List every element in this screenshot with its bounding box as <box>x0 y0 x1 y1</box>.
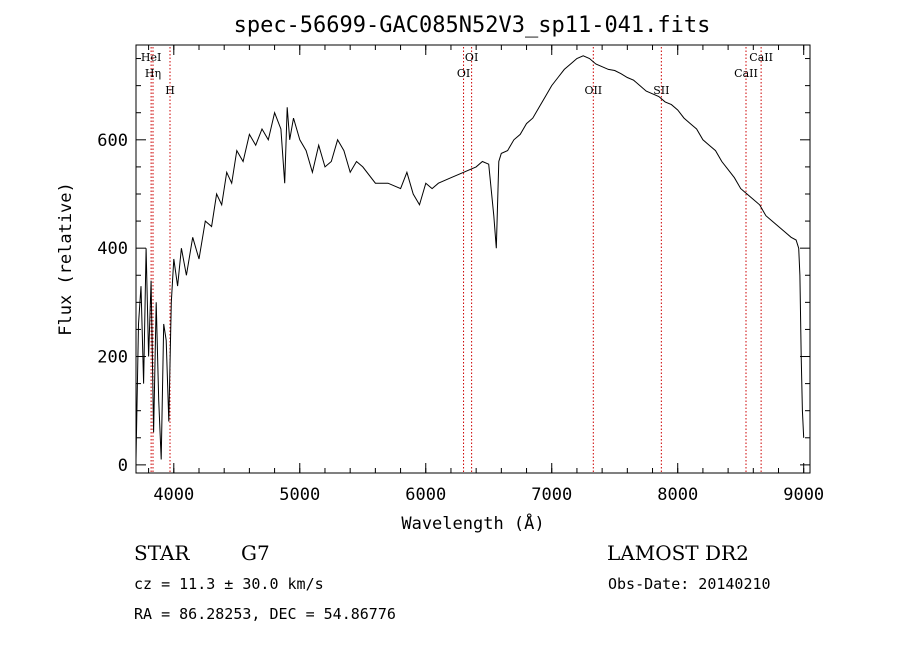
obs-date-info: Obs-Date: 20140210 <box>608 575 771 593</box>
spectral-line-label: OI <box>465 51 478 64</box>
spectral-line-label: CaII <box>749 51 773 64</box>
spectrum-series <box>135 55 805 460</box>
y-tick-label: 600 <box>97 131 128 151</box>
spectral-line-label: HeI <box>141 51 161 64</box>
spectral-line-label: OI <box>457 67 470 80</box>
spectral-line-markers: HeI Hη H OI OI OII SII CaII CaII <box>141 47 773 473</box>
redshift-info: cz = 11.3 ± 30.0 km/s <box>134 575 324 593</box>
y-axis-ticks: 0 200 400 600 <box>97 58 810 476</box>
x-tick-label: 7000 <box>531 485 572 505</box>
spectral-line-label: OII <box>584 84 602 97</box>
spectral-line-label: SII <box>653 84 669 97</box>
y-tick-label: 400 <box>97 239 128 259</box>
y-axis-label: Flux (relative) <box>56 182 76 336</box>
x-tick-label: 9000 <box>783 485 824 505</box>
x-tick-label: 6000 <box>405 485 446 505</box>
object-class: STAR <box>134 541 190 565</box>
spectral-line-label: H <box>165 84 175 97</box>
x-axis-ticks: 4000 5000 6000 7000 8000 9000 <box>148 45 824 505</box>
spectrum-line <box>135 55 805 460</box>
y-tick-label: 0 <box>118 456 128 476</box>
x-axis-label: Wavelength (Å) <box>401 512 544 534</box>
plot-frame <box>135 44 811 474</box>
chart-title: spec-56699-GAC085N52V3_sp11-041.fits <box>234 13 711 38</box>
x-tick-label: 8000 <box>657 485 698 505</box>
coordinates-info: RA = 86.28253, DEC = 54.86776 <box>134 605 396 623</box>
y-tick-label: 200 <box>97 348 128 368</box>
spectral-line-label: Hη <box>145 67 161 80</box>
x-tick-label: 5000 <box>279 485 320 505</box>
object-subclass: G7 <box>241 541 270 565</box>
x-tick-label: 4000 <box>153 485 194 505</box>
survey-name: LAMOST DR2 <box>607 541 749 565</box>
spectral-line-label: CaII <box>734 67 758 80</box>
